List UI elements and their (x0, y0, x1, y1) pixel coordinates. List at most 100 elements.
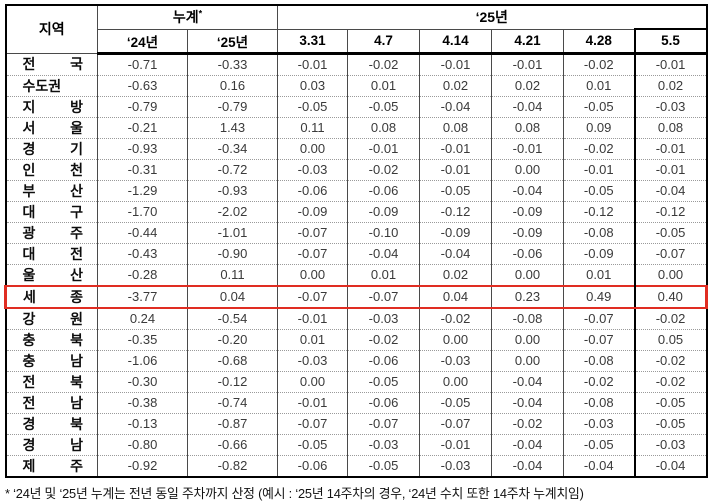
region-cell: 전 국 (5, 53, 98, 75)
value-cell: 0.00 (277, 137, 348, 159)
header-week-0505: 5.5 (633, 28, 707, 55)
value-cell: -0.01 (633, 158, 707, 180)
value-cell: -0.13 (97, 412, 188, 434)
value-cell: -0.01 (419, 433, 492, 455)
value-cell: -0.07 (277, 284, 348, 309)
value-cell: 0.03 (277, 74, 348, 96)
region-cell: 서 울 (5, 116, 98, 138)
value-cell: -0.09 (491, 200, 564, 222)
value-cell: -0.43 (97, 242, 188, 264)
value-cell: -0.06 (277, 454, 348, 477)
region-cell: 충 남 (5, 349, 98, 371)
value-cell: 0.11 (277, 116, 348, 138)
value-cell: 0.00 (491, 349, 564, 371)
region-cell: 수도권 (5, 74, 98, 96)
value-cell: 0.08 (347, 116, 420, 138)
value-cell: -0.07 (419, 412, 492, 434)
value-cell: 0.00 (491, 328, 564, 350)
value-cell: -0.12 (187, 370, 278, 392)
table-row: 경 북 -0.13 -0.87 -0.07 -0.07 -0.07 -0.02 -0.03 -0… (5, 412, 707, 434)
value-cell: -0.02 (633, 307, 707, 329)
value-cell: -0.01 (633, 53, 707, 75)
value-cell: -0.03 (633, 95, 707, 117)
value-cell: -0.09 (491, 221, 564, 243)
value-cell: -0.01 (633, 137, 707, 159)
value-cell: 0.11 (187, 263, 278, 286)
header-region: 지역 (5, 5, 98, 54)
value-cell: -0.34 (187, 137, 278, 159)
value-cell: -0.03 (419, 349, 492, 371)
value-cell: -0.01 (563, 158, 635, 180)
value-cell: -0.07 (347, 284, 420, 309)
value-cell: -0.07 (563, 307, 635, 329)
value-cell: 0.00 (419, 370, 492, 392)
value-cell: 0.02 (419, 263, 492, 286)
value-cell: -0.02 (563, 370, 635, 392)
table-row: 전 북 -0.30 -0.12 0.00 -0.05 0.00 -0.04 -0.02 -0.0… (5, 370, 707, 392)
header-week-0428: 4.28 (563, 29, 635, 55)
header-week-0421: 4.21 (491, 29, 564, 55)
value-cell: 0.01 (347, 263, 420, 286)
value-cell: -0.04 (347, 242, 420, 264)
value-cell: -0.20 (187, 328, 278, 350)
value-cell: -0.21 (97, 116, 188, 138)
value-cell: -0.05 (419, 179, 492, 201)
value-cell: 0.00 (419, 328, 492, 350)
table-row: 경 기 -0.93 -0.34 0.00 -0.01 -0.01 -0.01 -0.02 -0.… (5, 137, 707, 159)
table-row: 인 천 -0.31 -0.72 -0.03 -0.02 -0.01 0.00 -0.01 -0.… (5, 158, 707, 180)
table-row: 전 국 -0.71 -0.33 -0.01 -0.02 -0.01 -0.01 -0.02 -0… (5, 53, 707, 75)
value-cell: -0.74 (187, 391, 278, 413)
region-cell: 인 천 (5, 158, 98, 180)
value-cell: -0.03 (277, 349, 348, 371)
value-cell: -0.92 (97, 454, 188, 477)
value-cell: -0.02 (347, 53, 420, 75)
value-cell: -0.04 (491, 179, 564, 201)
value-cell: -0.79 (187, 95, 278, 117)
value-cell: 0.05 (633, 328, 707, 350)
value-cell: -0.05 (563, 179, 635, 201)
value-cell: -0.07 (347, 412, 420, 434)
value-cell: -0.12 (563, 200, 635, 222)
value-cell: -0.03 (633, 433, 707, 455)
value-cell: -0.12 (419, 200, 492, 222)
region-cell: 충 북 (5, 328, 98, 350)
table-row: 강 원 0.24 -0.54 -0.01 -0.03 -0.02 -0.08 -0.07 -0.… (5, 307, 707, 329)
header-cum-2024: ‘24년 (97, 29, 188, 55)
value-cell: -0.05 (277, 95, 348, 117)
value-cell: -3.77 (97, 284, 188, 309)
value-cell: -0.08 (563, 221, 635, 243)
value-cell: 0.01 (563, 74, 635, 96)
value-cell: 0.00 (277, 370, 348, 392)
value-cell: -0.63 (97, 74, 188, 96)
header-cum-2025: ‘25년 (187, 29, 278, 55)
value-cell: -0.07 (633, 242, 707, 264)
value-cell: -0.08 (563, 349, 635, 371)
value-cell: -0.54 (187, 307, 278, 329)
value-cell: 0.40 (633, 284, 709, 309)
value-cell: -0.38 (97, 391, 188, 413)
table-row: 전 남 -0.38 -0.74 -0.01 -0.06 -0.05 -0.04 -0.08 -0… (5, 391, 707, 413)
table-row: 충 북 -0.35 -0.20 0.01 -0.02 0.00 0.00 -0.07 0.05 (5, 328, 707, 350)
value-cell: -0.03 (419, 454, 492, 477)
table-row: 대 전 -0.43 -0.90 -0.07 -0.04 -0.04 -0.06 -0.09 -0… (5, 242, 707, 264)
footnote: * ‘24년 및 ‘25년 누계는 전년 동일 주차까지 산정 (예시 : ‘2… (5, 485, 584, 501)
value-cell: -1.70 (97, 200, 188, 222)
header-cumulative-label: 누계 (172, 9, 199, 26)
value-cell: 0.49 (563, 284, 635, 309)
table-row: 충 남 -1.06 -0.68 -0.03 -0.06 -0.03 0.00 -0.08 -0.… (5, 349, 707, 371)
value-cell: 0.00 (491, 158, 564, 180)
value-cell: -0.03 (347, 307, 420, 329)
region-cell: 경 남 (5, 433, 98, 455)
value-cell: -0.01 (419, 137, 492, 159)
value-cell: -0.01 (419, 158, 492, 180)
value-cell: -0.01 (419, 53, 492, 75)
value-cell: -0.30 (97, 370, 188, 392)
value-cell: -0.80 (97, 433, 188, 455)
value-cell: -0.05 (347, 454, 420, 477)
value-cell: 0.24 (97, 307, 188, 329)
value-cell: -0.02 (491, 412, 564, 434)
value-cell: 0.08 (419, 116, 492, 138)
value-cell: -0.07 (277, 412, 348, 434)
value-cell: 0.02 (633, 74, 707, 96)
value-cell: -0.07 (563, 328, 635, 350)
